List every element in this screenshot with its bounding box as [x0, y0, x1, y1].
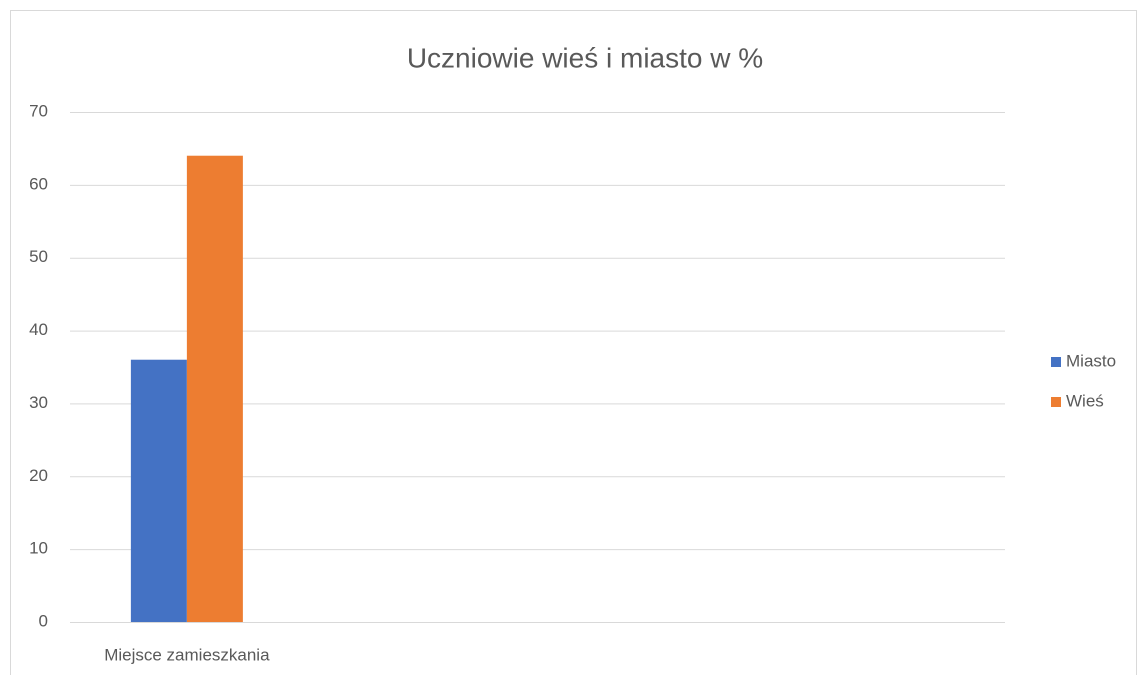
chart-title: Uczniowie wieś i miasto w % — [407, 42, 763, 73]
legend-swatch — [1051, 357, 1061, 367]
bar — [186, 155, 243, 622]
y-tick-label: 0 — [39, 611, 48, 630]
y-tick-label: 70 — [29, 101, 48, 120]
bar — [130, 359, 187, 622]
y-tick-label: 10 — [29, 539, 48, 558]
y-tick-label: 40 — [29, 320, 48, 339]
legend-swatch — [1051, 397, 1061, 407]
y-tick-label: 20 — [29, 466, 48, 485]
y-tick-label: 50 — [29, 247, 48, 266]
legend-label: Wieś — [1066, 391, 1104, 410]
legend-label: Miasto — [1066, 351, 1116, 370]
y-tick-label: 30 — [29, 393, 48, 412]
x-tick-label: Miejsce zamieszkania — [104, 645, 270, 664]
y-tick-label: 60 — [29, 174, 48, 193]
